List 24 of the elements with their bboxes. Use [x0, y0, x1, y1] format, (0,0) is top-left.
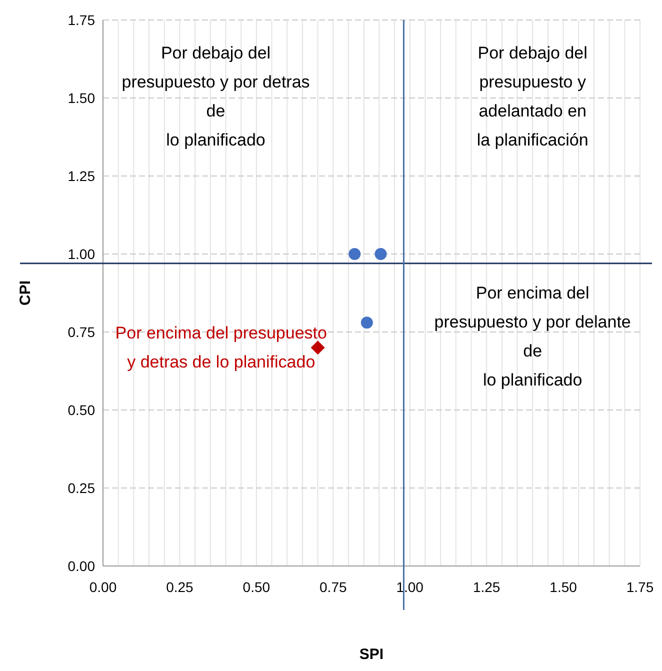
annotation: Por encima del presupuesto y detras de lo planificado: [115, 324, 327, 372]
y-tick-label: 1.75: [68, 12, 96, 28]
x-tick-label: 0.50: [242, 579, 270, 595]
y-tick-label: 0.50: [68, 402, 96, 418]
y-tick-label: 1.50: [68, 90, 96, 106]
x-tick-label: 1.50: [550, 579, 578, 595]
y-tick-label: 0.75: [68, 324, 96, 340]
annotation: Por debajo del presupuesto y por detras de lo planificado: [122, 43, 310, 150]
annotation: Por encima del presupuesto y por delante de lo planificado: [434, 284, 631, 390]
point: [374, 248, 387, 260]
annotation: Por debajo del presupuesto y adelantado en la planificación: [476, 43, 588, 150]
y-tick-label: 0.25: [68, 480, 96, 496]
point: [360, 316, 373, 329]
x-axis-title: SPI: [359, 646, 384, 663]
y-tick-label: 0.00: [68, 558, 96, 574]
y-axis-title: CPI: [17, 280, 34, 306]
x-tick-label: 1.75: [626, 579, 654, 595]
x-tick-label: 1.25: [472, 579, 500, 595]
y-tick-label: 1.00: [68, 246, 96, 262]
x-tick-label: 0.75: [320, 579, 347, 595]
x-tick-label: 0.25: [166, 579, 194, 595]
point: [348, 248, 361, 260]
y-tick-label: 1.25: [68, 168, 96, 184]
x-tick-label: 0.00: [89, 579, 117, 595]
